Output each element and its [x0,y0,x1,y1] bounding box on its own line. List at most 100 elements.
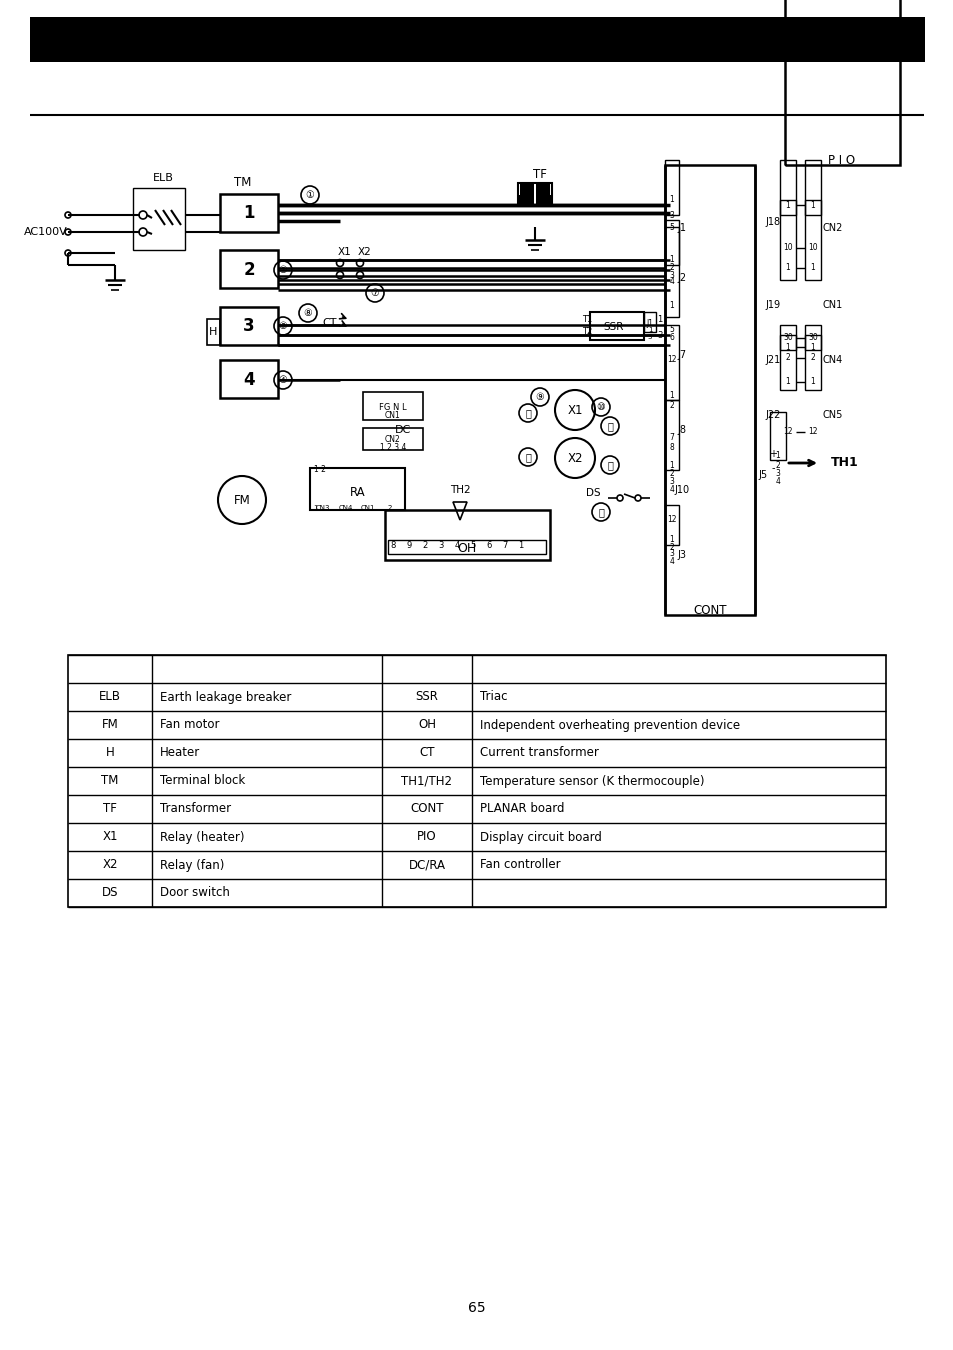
Text: 1: 1 [810,378,815,386]
Text: 30: 30 [807,333,817,343]
Text: X2: X2 [567,451,582,464]
Bar [664,400,679,470]
Text: J10: J10 [674,485,689,495]
Text: 6: 6 [486,540,491,549]
Text: CT: CT [418,747,435,760]
Text: T1: T1 [581,316,592,324]
Text: Current transformer: Current transformer [479,747,598,760]
Text: 3: 3 [647,333,652,340]
Text: 1: 1 [657,316,662,324]
Bar [207,319,220,346]
Text: +: + [768,450,776,459]
Text: CN4: CN4 [822,355,842,364]
Bar [643,312,656,332]
Text: CN2: CN2 [385,435,400,444]
Text: -: - [770,463,774,472]
Text: ⑫: ⑫ [606,421,612,431]
Text: 12: 12 [666,355,676,364]
Text: 2: 2 [243,261,254,279]
Text: Fan controller: Fan controller [479,859,560,872]
Text: 8: 8 [669,444,674,452]
Text: Independent overheating prevention device: Independent overheating prevention devic… [479,718,740,732]
Text: 12: 12 [782,428,792,436]
Text: CN5: CN5 [821,410,842,420]
Text: ⑦: ⑦ [370,288,379,298]
Text: H: H [106,747,114,760]
Text: PLANAR board: PLANAR board [479,802,564,815]
Text: OH: OH [456,541,476,555]
Text: CN2: CN2 [821,223,842,234]
Bar [220,360,277,398]
Text: 2: 2 [810,354,815,363]
Text: J7: J7 [677,350,686,360]
Text: 1: 1 [785,263,789,273]
Text: 3: 3 [437,540,443,549]
Bar [220,194,277,232]
Text: 3: 3 [243,317,254,335]
Bar [780,325,795,350]
Text: 4: 4 [669,556,674,566]
Text: 1: 1 [810,201,815,209]
Text: 1: 1 [810,343,815,351]
Text: J22: J22 [764,410,780,420]
Text: CT: CT [322,319,337,328]
Text: AC100V: AC100V [24,227,68,238]
Text: ⑨: ⑨ [535,392,544,402]
Text: 5: 5 [669,325,674,335]
Bar [68,655,885,907]
Bar [589,312,643,340]
Text: Display circuit board: Display circuit board [479,830,601,844]
Text: PIO: PIO [416,830,436,844]
Text: TH1/TH2: TH1/TH2 [401,775,452,787]
Text: 1: 1 [785,378,789,386]
Text: 12: 12 [666,516,676,525]
Text: X2: X2 [102,859,117,872]
Text: J1: J1 [646,319,653,328]
Text: ⑬: ⑬ [606,460,612,470]
Text: TH1: TH1 [830,456,858,470]
Text: CN3: CN3 [315,505,330,512]
Text: ELB: ELB [99,690,121,703]
Bar [804,200,821,279]
Text: FM: FM [102,718,118,732]
Text: 1 2 3 4: 1 2 3 4 [379,443,406,451]
Text: ③: ③ [278,321,287,331]
Bar [664,325,679,400]
Text: Terminal block: Terminal block [160,775,245,787]
Text: DS: DS [102,887,118,899]
Text: 1: 1 [669,536,674,544]
Bar [804,161,821,215]
Bar [388,540,545,553]
Text: DC/RA: DC/RA [408,859,445,872]
Text: J2: J2 [677,273,686,284]
Bar [804,325,821,350]
Text: CONT: CONT [693,603,726,617]
Text: TF: TF [103,802,117,815]
Text: 1: 1 [785,201,789,209]
Text: DS: DS [585,487,599,498]
Text: TM: TM [101,775,118,787]
Text: 1: 1 [669,390,674,400]
Text: TM: TM [234,177,252,189]
Text: 6: 6 [669,333,674,343]
Bar [780,335,795,390]
Text: 3: 3 [669,477,674,486]
Text: 3: 3 [669,549,674,559]
Text: J18: J18 [764,217,780,227]
Text: ⑧: ⑧ [303,308,312,319]
Text: 7: 7 [669,433,674,443]
Text: 2: 2 [388,505,392,512]
Bar [769,412,785,460]
Text: J19: J19 [764,300,780,310]
Text: 3: 3 [657,331,662,339]
Text: ①: ① [305,190,314,200]
Text: CN4: CN4 [338,505,353,512]
Text: CONT: CONT [410,802,443,815]
Bar [363,392,422,420]
Text: 1: 1 [669,460,674,470]
Text: X2: X2 [357,247,372,256]
Text: J3: J3 [677,549,686,560]
Bar [784,0,899,165]
Bar [132,188,185,250]
Text: X1: X1 [102,830,117,844]
